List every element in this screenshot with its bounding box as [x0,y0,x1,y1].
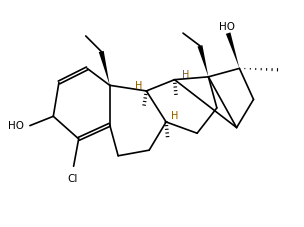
Text: HO: HO [8,121,24,131]
Text: H: H [135,81,142,91]
Polygon shape [226,32,240,68]
Text: H: H [171,111,178,121]
Text: Cl: Cl [68,174,78,184]
Text: H: H [181,70,189,80]
Polygon shape [99,51,110,85]
Polygon shape [198,45,209,77]
Text: HO: HO [219,22,235,32]
